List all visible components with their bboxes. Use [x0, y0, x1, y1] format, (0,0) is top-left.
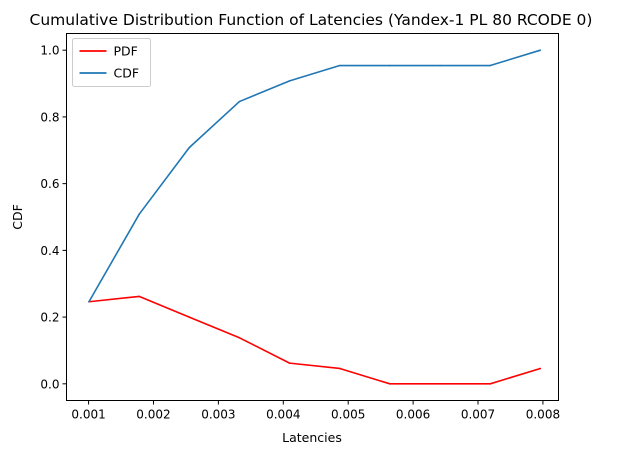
data-point-cdf — [138, 213, 140, 216]
data-point-cdf — [288, 80, 291, 82]
data-point-pdf — [389, 383, 391, 385]
data-point-pdf — [138, 295, 140, 298]
y-tick-label: 0.6 — [40, 177, 59, 191]
data-point-pdf — [489, 383, 492, 385]
data-point-cdf — [539, 49, 542, 51]
x-tick-label: 0.002 — [136, 408, 170, 422]
series-cdf — [88, 49, 542, 303]
x-tick-label: 0.005 — [331, 408, 365, 422]
series-layer — [88, 49, 542, 385]
y-tick-label: 0.8 — [40, 110, 59, 124]
data-point-pdf — [439, 383, 441, 385]
data-point-pdf — [238, 336, 241, 339]
y-tick-label: 1.0 — [40, 44, 59, 58]
x-tick-label: 0.006 — [396, 408, 430, 422]
data-point-pdf — [338, 367, 341, 370]
data-point-cdf — [188, 146, 191, 149]
legend-label-cdf: CDF — [114, 66, 140, 81]
x-tick-label: 0.007 — [461, 408, 495, 422]
data-point-cdf — [489, 64, 492, 67]
series-line-pdf — [88, 295, 541, 385]
x-axis: 0.001 0.002 0.003 0.004 0.005 0.006 0.007 0.008 — [71, 400, 560, 422]
data-point-pdf — [539, 367, 542, 370]
chart-title: Cumulative Distribution Function of Late… — [30, 11, 593, 29]
data-point-cdf — [439, 64, 441, 67]
y-tick-label: 0.2 — [40, 311, 59, 325]
y-axis: 0.0 0.2 0.4 0.6 0.8 1.0 — [40, 44, 67, 391]
series-pdf — [88, 295, 542, 385]
y-tick-label: 0.4 — [40, 244, 59, 258]
y-tick-label: 0.0 — [40, 377, 59, 391]
x-axis-label: Latencies — [282, 430, 342, 445]
legend: PDF CDF — [72, 38, 151, 87]
x-tick-label: 0.001 — [71, 408, 105, 422]
data-point-cdf — [389, 64, 391, 67]
data-point-cdf — [238, 100, 241, 103]
x-tick-label: 0.003 — [201, 408, 235, 422]
series-line-cdf — [88, 49, 541, 303]
data-point-cdf — [88, 300, 90, 303]
x-tick-label: 0.008 — [526, 408, 560, 422]
legend-label-pdf: PDF — [114, 44, 138, 59]
data-point-pdf — [288, 362, 291, 364]
data-point-cdf — [338, 64, 341, 67]
plot-area-frame — [66, 33, 559, 401]
x-tick-label: 0.004 — [266, 408, 300, 422]
data-point-pdf — [188, 316, 191, 318]
y-axis-label: CDF — [10, 204, 25, 230]
